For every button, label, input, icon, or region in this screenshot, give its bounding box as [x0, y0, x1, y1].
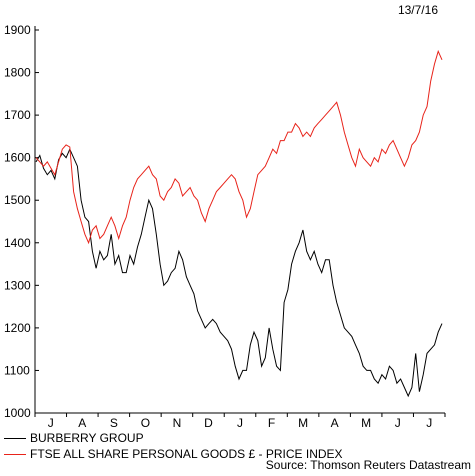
y-tick-label: 1300 — [4, 278, 31, 292]
y-tick-label: 1400 — [4, 236, 31, 250]
series-line-ftse — [35, 49, 443, 245]
y-tick-label: 1900 — [4, 23, 31, 37]
legend-item-burberry: BURBERRY GROUP — [4, 430, 144, 446]
x-tick-label: J — [48, 416, 54, 430]
legend-label-ftse: FTSE ALL SHARE PERSONAL GOODS £ - PRICE … — [30, 447, 343, 461]
legend-swatch-red — [4, 453, 26, 455]
x-tick-label: A — [331, 416, 339, 430]
legend-item-ftse: FTSE ALL SHARE PERSONAL GOODS £ - PRICE … — [4, 446, 343, 462]
legend-label-burberry: BURBERRY GROUP — [30, 431, 144, 445]
y-tick-label: 1700 — [4, 108, 31, 122]
x-tick-label: S — [110, 416, 118, 430]
x-tick-label: M — [361, 416, 371, 430]
date-label: 13/7/16 — [398, 3, 438, 17]
source-note: Source: Thomson Reuters Datastream — [265, 458, 471, 472]
x-tick-label: N — [173, 416, 182, 430]
x-tick-label: A — [78, 416, 86, 430]
legend-swatch-black — [4, 437, 26, 439]
y-axis: 1000 1100 1200 1300 1400 1500 1600 1700 1800 1900 — [4, 23, 39, 420]
x-tick-label: M — [298, 416, 308, 430]
y-tick-label: 1600 — [4, 151, 31, 165]
y-tick-label: 1000 — [4, 406, 31, 420]
x-tick-label: D — [204, 416, 213, 430]
y-tick-label: 1800 — [4, 66, 31, 80]
x-tick-label: J — [237, 416, 243, 430]
x-tick-label: J — [395, 416, 401, 430]
x-tick-label: O — [141, 416, 150, 430]
y-tick-label: 1200 — [4, 321, 31, 335]
x-tick-label: J — [426, 416, 432, 430]
y-tick-label: 1500 — [4, 193, 31, 207]
series-line-burberry — [35, 147, 443, 398]
x-tick-label: F — [268, 416, 275, 430]
series-group — [35, 49, 443, 398]
y-tick-label: 1100 — [4, 363, 30, 377]
